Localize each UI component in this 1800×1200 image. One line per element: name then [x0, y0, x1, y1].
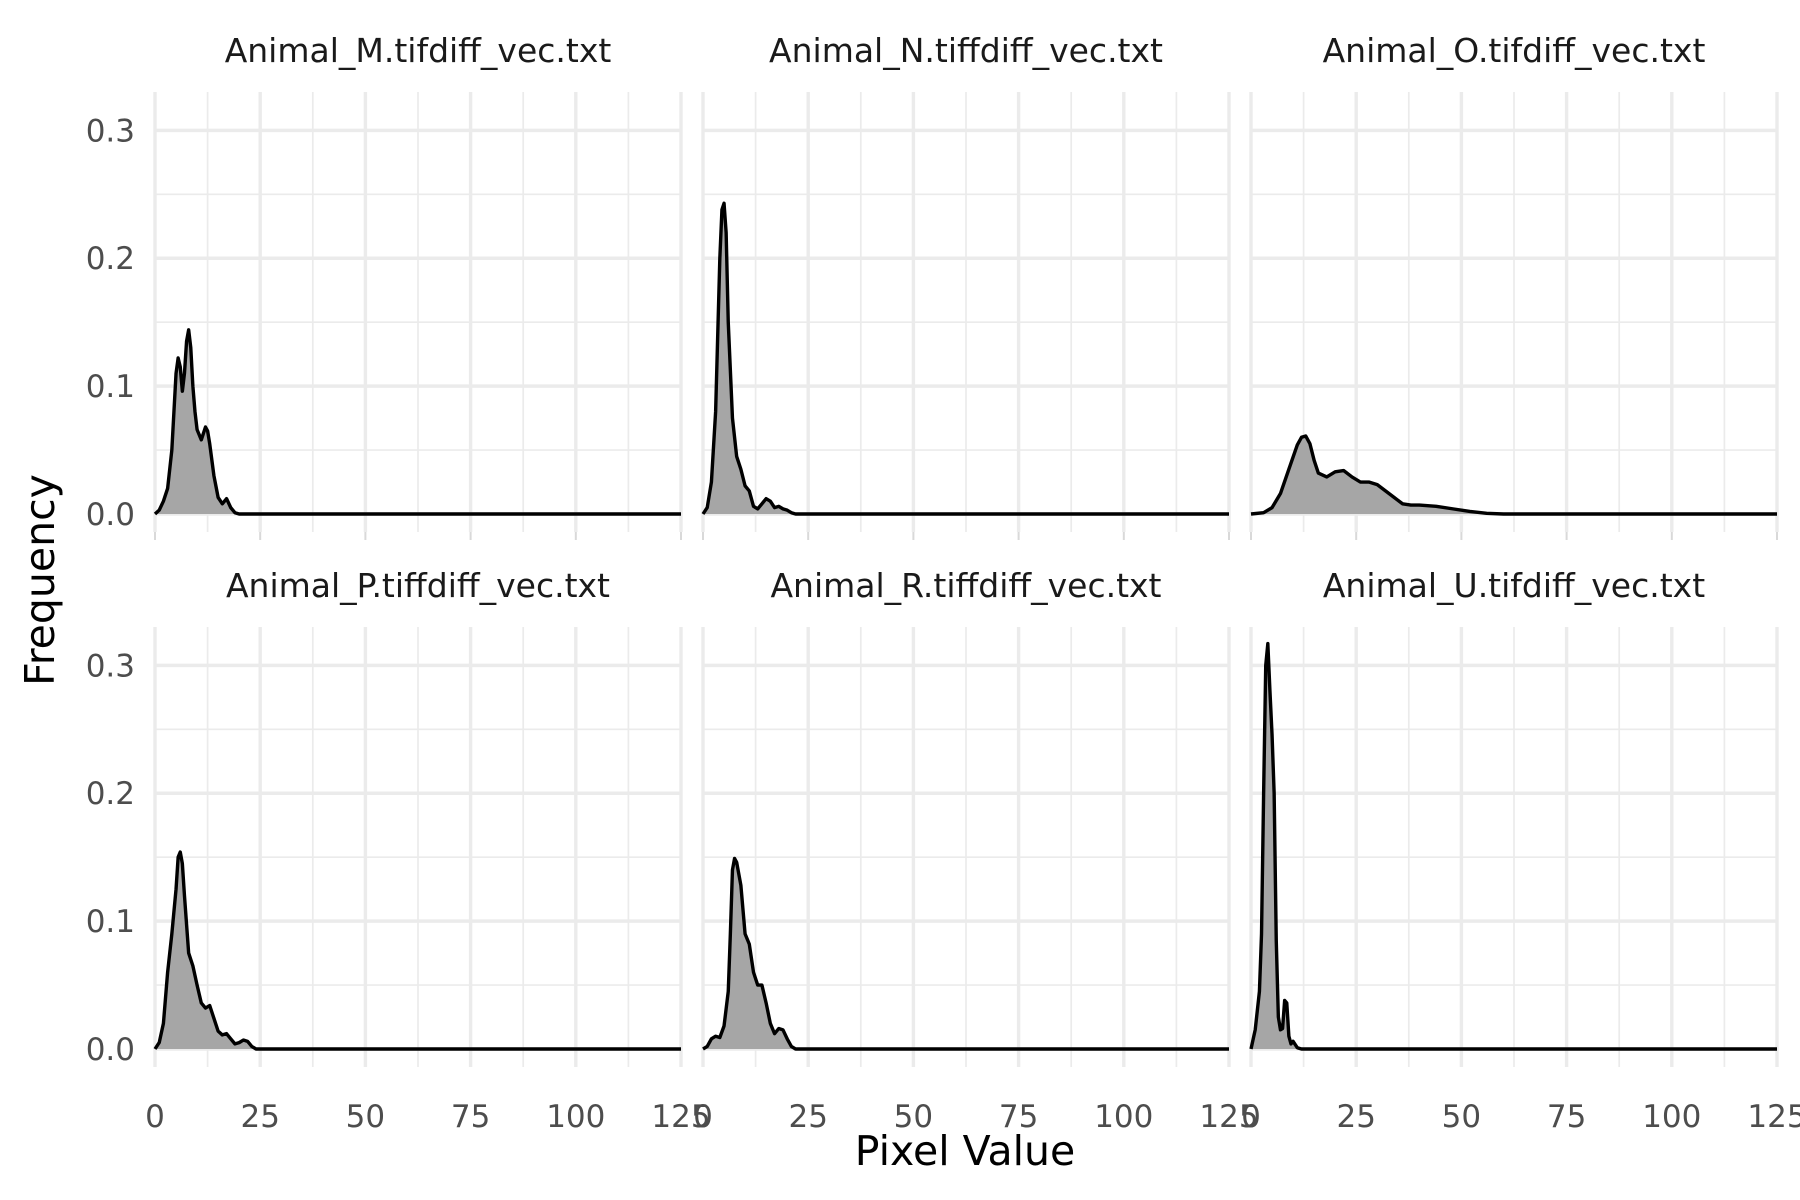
x-tick-label: 50 [894, 1099, 933, 1135]
x-tick-label: 125 [1199, 1099, 1258, 1135]
x-tick-label: 0 [1241, 1099, 1261, 1135]
x-tick-label: 100 [1642, 1099, 1701, 1135]
x-tick-label: 100 [546, 1099, 605, 1135]
facet-panel: Animal_O.tifdiff_vec.txt [1249, 31, 1779, 532]
facet-strip-label: Animal_O.tifdiff_vec.txt [1323, 31, 1706, 70]
facet-strip-label: Animal_R.tiffdiff_vec.txt [770, 566, 1161, 605]
density-line [1249, 641, 1777, 1051]
facet-strip-label: Animal_N.tiffdiff_vec.txt [769, 31, 1163, 70]
density-line [153, 328, 681, 516]
density-line [702, 856, 1229, 1051]
x-tick-label: 25 [1336, 1099, 1375, 1135]
x-tick-label: 125 [1747, 1099, 1800, 1135]
x-tick-label: 25 [788, 1099, 827, 1135]
x-tick-label: 0 [693, 1099, 713, 1135]
density-area [1251, 435, 1777, 514]
density-line [701, 201, 1229, 516]
x-axis-title: Pixel Value [855, 1127, 1075, 1175]
y-tick-label: 0.2 [86, 241, 135, 277]
x-tick-label: 125 [651, 1099, 710, 1135]
density-line [1250, 434, 1777, 516]
x-tick-label: 75 [999, 1099, 1038, 1135]
x-tick-label: 75 [1547, 1099, 1586, 1135]
density-area [703, 858, 1229, 1049]
facet-strip-label: Animal_P.tiffdiff_vec.txt [226, 566, 610, 605]
x-tick-label: 75 [451, 1099, 490, 1135]
x-tick-label: 0 [145, 1099, 165, 1135]
facet-panel: Animal_P.tiffdiff_vec.txt [153, 566, 683, 1067]
facet-panel: Animal_U.tifdiff_vec.txt [1249, 566, 1779, 1067]
x-tick-label: 25 [240, 1099, 279, 1135]
y-tick-label: 0.0 [86, 497, 135, 533]
y-tick-label: 0.1 [86, 904, 135, 940]
facet-strip-label: Animal_M.tifdiff_vec.txt [225, 31, 612, 70]
y-tick-label: 0.3 [86, 648, 135, 684]
y-tick-label: 0.2 [86, 776, 135, 812]
facet-strip-label: Animal_U.tifdiff_vec.txt [1323, 566, 1705, 605]
density-line [153, 850, 681, 1051]
density-area [155, 852, 681, 1049]
facet-panel: Animal_N.tiffdiff_vec.txt [701, 31, 1231, 532]
y-tick-label: 0.1 [86, 369, 135, 405]
x-tick-label: 50 [346, 1099, 385, 1135]
facet-panel: Animal_M.tifdiff_vec.txt [153, 31, 683, 532]
panels-layer: Animal_M.tifdiff_vec.txt Animal_N.tiffdif… [153, 31, 1779, 1067]
y-axis-title: Frequency [16, 474, 64, 686]
y-tick-label: 0.0 [86, 1032, 135, 1068]
facet-panel: Animal_R.tiffdiff_vec.txt [701, 566, 1231, 1067]
y-tick-label: 0.3 [86, 113, 135, 149]
x-tick-label: 50 [1442, 1099, 1481, 1135]
density-area [155, 329, 681, 514]
x-tick-label: 100 [1094, 1099, 1153, 1135]
